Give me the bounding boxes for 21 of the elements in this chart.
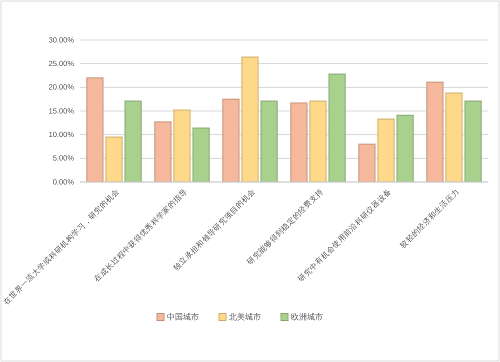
- bar: [124, 100, 142, 182]
- bar: [173, 110, 191, 182]
- legend-label: 中国城市: [167, 312, 199, 322]
- bar: [86, 77, 104, 182]
- bar: [192, 128, 210, 182]
- bar: [241, 56, 259, 182]
- bar: [290, 102, 308, 182]
- bar: [464, 100, 482, 182]
- legend-label: 欧洲城市: [291, 312, 323, 322]
- bar: [222, 98, 240, 182]
- bar: [309, 100, 327, 182]
- bar: [426, 82, 444, 182]
- bar: [377, 118, 395, 182]
- legend-label: 北美城市: [229, 312, 261, 322]
- bar: [260, 100, 278, 182]
- bar: [328, 74, 346, 182]
- bar: [396, 114, 414, 182]
- bar: [154, 121, 172, 182]
- bar: [445, 92, 463, 182]
- bar: [105, 136, 123, 182]
- bar: [358, 144, 376, 182]
